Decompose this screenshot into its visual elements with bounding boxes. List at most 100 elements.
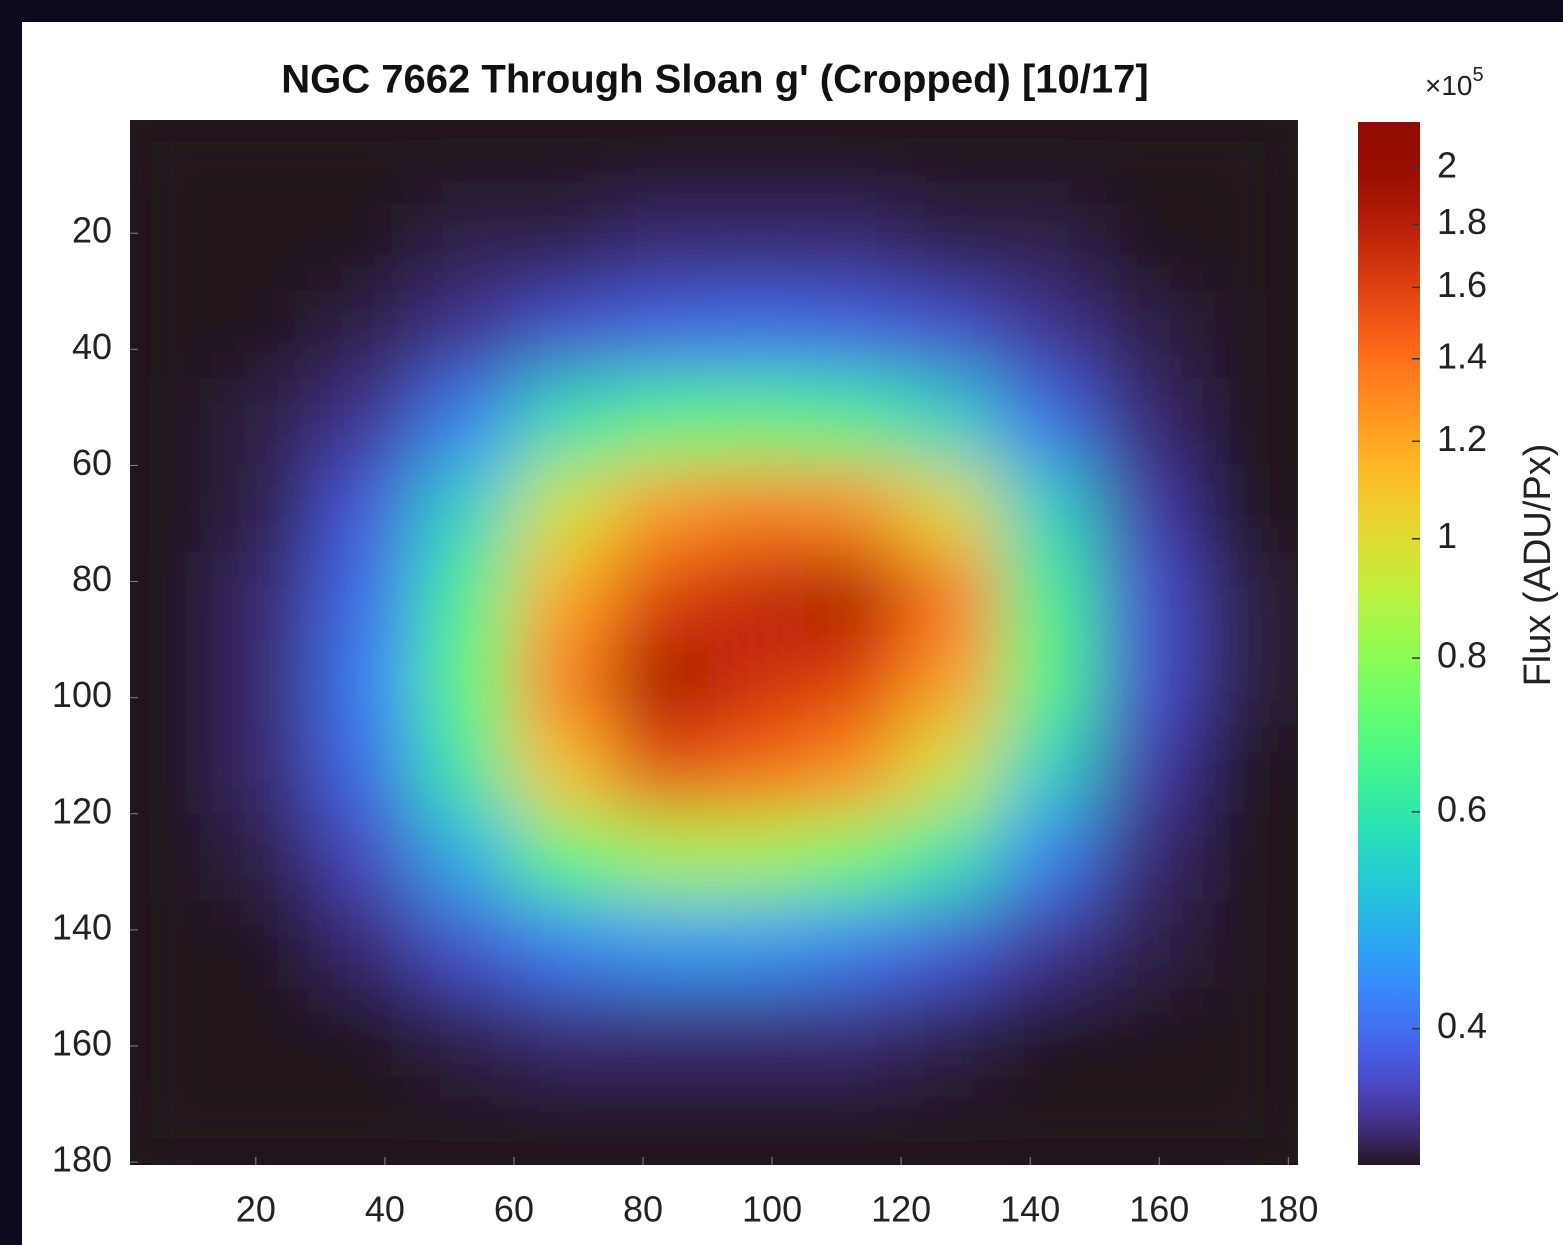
colorbar-tick-label: 1.8 [1437,201,1487,242]
heat-cell [998,901,1096,989]
chart: NGC 7662 Through Sloan g' (Cropped) [10/… [0,0,1563,1245]
heat-cell [804,378,902,466]
heat-cell [1191,727,1289,815]
heat-cell [1191,640,1289,728]
heat-cell [610,465,708,553]
heat-cell [223,901,321,989]
heat-cell [514,378,612,466]
colorbar-tick-label: 0.4 [1437,1005,1487,1046]
x-tick-label: 100 [742,1189,802,1230]
heat-cell [804,553,902,641]
heat-cell [998,814,1096,902]
y-tick-label: 120 [52,790,112,831]
heat-cell [610,640,708,728]
heat-cell [1094,988,1192,1076]
heat-cell [223,814,321,902]
heat-cell [1191,1075,1289,1163]
heat-cell [998,553,1096,641]
heat-cell [901,465,999,553]
heat-cell [901,814,999,902]
heat-cell [320,901,418,989]
heat-cell [223,465,321,553]
y-tick-label: 140 [52,906,112,947]
heat-cell [998,1075,1096,1163]
plot-area [127,117,1298,1165]
heat-cell [417,814,515,902]
heat-cell [998,465,1096,553]
heat-cell [1191,553,1289,641]
heat-cell [707,378,805,466]
y-tick-label: 20 [72,210,112,251]
heatmap [127,117,1290,1163]
heat-cell [127,901,225,989]
heat-cell [804,727,902,815]
heat-cell [610,814,708,902]
heat-cell [1191,204,1289,292]
heat-cell [320,378,418,466]
heat-cell [320,117,418,205]
heat-cell [514,553,612,641]
x-tick-label: 160 [1129,1189,1189,1230]
heat-cell [707,553,805,641]
heat-cell [417,640,515,728]
heat-cell [998,640,1096,728]
heat-cell [127,553,225,641]
heat-cell [1191,814,1289,902]
heat-cell [127,465,225,553]
heat-cell [804,640,902,728]
heat-cell [417,378,515,466]
heat-cell [320,204,418,292]
heat-cell [901,378,999,466]
heat-cell [223,378,321,466]
heat-cell [707,204,805,292]
y-tick-label: 100 [52,674,112,715]
heat-cell [998,378,1096,466]
heat-cell [610,204,708,292]
chart-title: NGC 7662 Through Sloan g' (Cropped) [10/… [281,58,1148,102]
heat-cell [1094,901,1192,989]
heat-cell [998,727,1096,815]
heat-cell [514,988,612,1076]
heat-cell [320,727,418,815]
heat-cell [514,1075,612,1163]
heat-cell [223,117,321,205]
heat-cell [514,465,612,553]
heat-cell [1191,988,1289,1076]
heat-cell [514,640,612,728]
colorbar-tick-label: 2 [1437,145,1457,186]
colorbar-label: Flux (ADU/Px) [1517,444,1559,687]
heat-cell [610,901,708,989]
heat-cell [1191,465,1289,553]
heat-cell [1094,727,1192,815]
heat-cell [610,553,708,641]
heat-cell [707,988,805,1076]
heat-cell [998,988,1096,1076]
x-tick-label: 60 [494,1189,534,1230]
heat-cell [901,901,999,989]
y-tick-label: 160 [52,1023,112,1064]
heat-cell [901,988,999,1076]
heat-cell [417,988,515,1076]
heat-cell [514,291,612,379]
heat-cell [127,291,225,379]
heat-cell [223,204,321,292]
heat-cell [127,1075,225,1163]
heat-cell [998,117,1096,205]
heat-cell [1191,117,1289,205]
heat-cell [804,988,902,1076]
heat-cell [127,988,225,1076]
heat-cell [320,640,418,728]
heat-cell [1191,291,1289,379]
heat-cell [223,640,321,728]
x-tick-label: 120 [871,1189,931,1230]
heat-cell [804,814,902,902]
heat-cell [1094,117,1192,205]
heat-cell [417,465,515,553]
y-tick-label: 80 [72,558,112,599]
heat-cell [417,117,515,205]
heat-cell [320,465,418,553]
heat-cell [514,117,612,205]
heat-cell [417,901,515,989]
heat-cell [707,465,805,553]
heat-cell [320,814,418,902]
